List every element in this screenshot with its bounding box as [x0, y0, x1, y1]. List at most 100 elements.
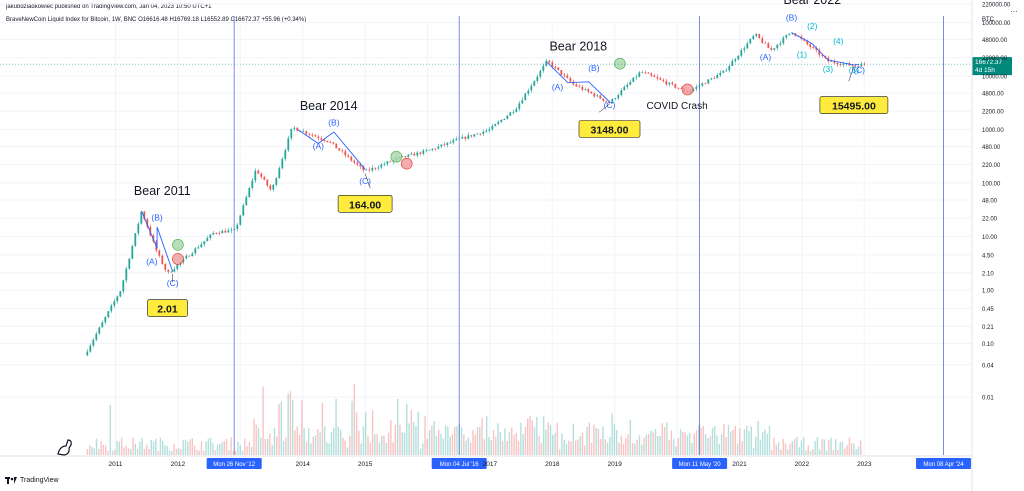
- candle-body: [785, 35, 788, 38]
- candle-body: [599, 95, 602, 99]
- candle-body: [284, 150, 287, 159]
- sell-marker: [172, 253, 184, 265]
- wave-path: [546, 62, 610, 103]
- wave-label: (B): [786, 12, 798, 22]
- volume-bar: [428, 430, 431, 455]
- candle-body: [779, 43, 782, 45]
- volume-bar: [825, 450, 828, 455]
- bear-label: Bear 2022: [783, 0, 841, 7]
- cycle-date-label: [431, 458, 487, 469]
- volume-bar: [143, 448, 146, 455]
- volume-bar: [793, 439, 796, 455]
- volume-bar: [107, 450, 109, 455]
- wave-label: (C): [853, 65, 865, 75]
- volume-bar: [602, 426, 604, 455]
- volume-bar: [207, 438, 210, 455]
- volume-bar: [262, 386, 264, 455]
- price-badge-text: 15495.00: [832, 101, 876, 113]
- y-tick-label: 10000.00: [982, 75, 1008, 81]
- volume-bar: [433, 420, 435, 455]
- candle-body: [434, 148, 437, 150]
- candle-body: [218, 232, 221, 234]
- volume-bar: [410, 409, 413, 455]
- candle-body: [629, 81, 632, 85]
- volume-bar: [235, 450, 237, 455]
- candle-body: [446, 142, 449, 146]
- volume-bar: [305, 442, 308, 455]
- volume-bar: [333, 427, 335, 455]
- volume-bar: [732, 429, 734, 455]
- candle-body: [659, 78, 662, 80]
- volume-bar: [276, 436, 278, 455]
- volume-bar: [376, 433, 378, 455]
- volume-bar: [394, 424, 397, 455]
- volume-bar: [339, 429, 342, 455]
- candle-body: [341, 150, 344, 152]
- volume-bar: [146, 444, 148, 455]
- volume-bar: [237, 441, 239, 455]
- candle-body: [305, 131, 308, 134]
- price-badge-text: 164.00: [349, 199, 381, 211]
- candle-body: [236, 224, 239, 230]
- volume-bar: [326, 442, 328, 455]
- volume-bar: [641, 444, 643, 455]
- cycle-date-label: [915, 458, 971, 469]
- volume-bar: [209, 437, 212, 455]
- candle-body: [251, 180, 254, 188]
- candle-body: [806, 40, 809, 45]
- candle-body: [617, 95, 620, 99]
- y-tick-label: 0.10: [982, 342, 994, 348]
- candle-body: [428, 149, 431, 151]
- volume-bar: [803, 437, 805, 455]
- ellipsis-icon[interactable]: …: [1010, 5, 1018, 14]
- volume-bar: [780, 449, 782, 455]
- candle-body: [260, 173, 263, 177]
- candle-body: [524, 93, 527, 101]
- volume-bar: [558, 449, 561, 455]
- candle-body: [377, 167, 380, 169]
- volume-bar: [308, 428, 310, 455]
- candle-body: [440, 144, 443, 147]
- volume-bar: [698, 424, 700, 455]
- volume-bar: [511, 427, 513, 455]
- volume-bar: [572, 423, 575, 455]
- volume-bar: [182, 440, 184, 455]
- candle-body: [92, 339, 95, 346]
- volume-bar: [396, 398, 399, 455]
- candle-body: [344, 151, 347, 156]
- tradingview-logo-icon: [5, 477, 17, 484]
- volume-bar: [819, 449, 821, 455]
- candle-body: [389, 161, 392, 163]
- volume-bar: [219, 443, 221, 455]
- candle-body: [257, 170, 260, 174]
- volume-bar: [415, 426, 417, 455]
- candle-body: [122, 280, 125, 292]
- volume-bar: [118, 441, 121, 455]
- candle-body: [167, 269, 170, 272]
- candle-body: [611, 98, 614, 104]
- candle-body: [461, 136, 464, 139]
- tradingview-brand[interactable]: TradingView: [5, 477, 59, 484]
- candle-body: [449, 142, 452, 144]
- volume-bar: [844, 448, 846, 455]
- volume-bar: [412, 422, 415, 455]
- volume-bar: [451, 434, 454, 455]
- candle-body: [161, 255, 164, 264]
- volume-bar: [800, 440, 803, 455]
- candle-body: [242, 205, 245, 216]
- candle-body: [467, 135, 470, 139]
- candle-body: [410, 153, 413, 155]
- volume-bar: [597, 428, 600, 455]
- volume-bar: [100, 441, 102, 455]
- volume-bar: [296, 426, 298, 455]
- volume-bar: [317, 428, 319, 455]
- candle-body: [455, 139, 458, 141]
- wave-path: [141, 210, 174, 272]
- volume-bar: [643, 437, 645, 455]
- x-tick-label: 2015: [358, 461, 373, 468]
- candle-body: [560, 70, 563, 75]
- volume-bar: [371, 410, 374, 455]
- volume-bar: [282, 441, 285, 455]
- candle-body: [764, 42, 767, 44]
